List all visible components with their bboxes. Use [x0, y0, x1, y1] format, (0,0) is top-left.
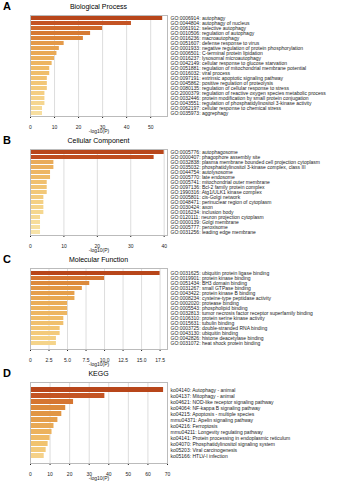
svg-text:GO:1990316: Atg1/ULK1 kinase c: GO:1990316: Atg1/ULK1 kinase complex [170, 189, 262, 196]
svg-text:10: 10 [61, 243, 67, 249]
svg-text:50: 50 [126, 471, 132, 477]
svg-text:GO:0097191: extrinsic apoptoti: GO:0097191: extrinsic apoptotic signalin… [170, 75, 284, 82]
svg-text:GO:0005776: autophagosome: GO:0005776: autophagosome [170, 149, 238, 156]
html-text:Cellular Component: Cellular Component [67, 137, 130, 144]
svg-text:GO:0106310: protein serine kin: GO:0106310: protein serine kinase activi… [170, 315, 265, 322]
svg-text:ko04621: NOD-like receptor sig: ko04621: NOD-like receptor signaling pat… [170, 398, 274, 405]
svg-text:60: 60 [145, 471, 151, 477]
svg-text:GO:0051607: defense response t: GO:0051607: defense response to virus [170, 40, 260, 47]
svg-text:GO:0035973: aggrephagy: GO:0035973: aggrephagy [171, 110, 229, 116]
svg-text:17.5: 17.5 [155, 357, 165, 363]
svg-text:20: 20 [67, 471, 73, 477]
svg-text:GO:0000139: Golgi membrane: GO:0000139: Golgi membrane [170, 219, 239, 226]
svg-text:0: 0 [29, 243, 32, 249]
svg-text:GO:0080135: regulation of cell: GO:0080135: regulation of cellular respo… [170, 85, 289, 92]
svg-text:GO:0005543: phospholipid bindi: GO:0005543: phospholipid binding [170, 305, 248, 312]
svg-text:GO:0031625: ubiquitin protein: GO:0031625: ubiquitin protein ligase bin… [170, 270, 270, 277]
svg-text:0: 0 [29, 357, 32, 363]
svg-text:GO:0043130: ubiquitin binding: GO:0043130: ubiquitin binding [170, 330, 239, 337]
svg-text:10: 10 [47, 471, 53, 477]
svg-text:ko04137: Mitophagy - animal: ko04137: Mitophagy - animal [170, 392, 235, 399]
svg-text:GO:0031267: small GTPase bindi: GO:0031267: small GTPase binding [170, 285, 251, 292]
html-text:Biological Process: Biological Process [69, 3, 128, 10]
svg-text:GO:0097136: Bcl-2 family prote: GO:0097136: Bcl-2 family protein complex [170, 184, 265, 191]
svg-text:GO:0001933: negative regulatio: GO:0001933: negative regulation of prote… [170, 45, 304, 52]
html-text:A: A [3, 0, 11, 12]
svg-text:GO:0044754: autolysosome: GO:0044754: autolysosome [170, 169, 233, 176]
svg-text:-log10(P): -log10(P) [89, 475, 110, 481]
svg-text:GO:0043422: protein kinase B b: GO:0043422: protein kinase B binding [170, 290, 256, 297]
svg-text:GO:0015631: tubulin binding: GO:0015631: tubulin binding [170, 320, 235, 327]
svg-text:10: 10 [52, 124, 58, 130]
svg-text:15.0: 15.0 [137, 357, 147, 363]
svg-text:-log10(P): -log10(P) [89, 361, 110, 367]
html-text:D: D [3, 367, 11, 379]
svg-text:50: 50 [148, 124, 154, 130]
svg-text:0: 0 [29, 124, 32, 130]
svg-text:40: 40 [161, 243, 167, 249]
html-text:C: C [3, 253, 11, 265]
svg-text:GO:0016237: lysosomal microaut: GO:0016237: lysosomal microautophagy [170, 55, 262, 62]
svg-text:ko04140: Autophagy - animal: ko04140: Autophagy - animal [170, 386, 236, 393]
svg-text:30: 30 [128, 243, 134, 249]
svg-text:0: 0 [29, 471, 32, 477]
svg-text:GO:0061912: selective autophag: GO:0061912: selective autophagy [170, 25, 247, 32]
svg-text:ko05203: Viral carcinogenesis: ko05203: Viral carcinogenesis [170, 446, 238, 453]
svg-text:GO:2000379: regulation of reac: GO:2000379: regulation of reactive oxyge… [170, 90, 326, 97]
svg-text:12.5: 12.5 [118, 357, 128, 363]
svg-text:-log10(P): -log10(P) [89, 128, 110, 134]
svg-text:GO:0042826: histone deacetylas: GO:0042826: histone deacetylase binding [170, 335, 264, 342]
svg-text:GO:0051434: BH3 domain binding: GO:0051434: BH3 domain binding [170, 280, 247, 287]
svg-text:GO:0019901: protein kinase bin: GO:0019901: protein kinase binding [170, 275, 251, 282]
svg-text:20: 20 [76, 124, 82, 130]
svg-text:ko04064: NF-kappa B signaling: ko04064: NF-kappa B signaling pathway [170, 404, 261, 411]
svg-text:GO:0016236: macroautophagy: GO:0016236: macroautophagy [170, 35, 240, 42]
svg-text:GO:0048471: perinuclear region: GO:0048471: perinuclear region of cytopl… [170, 199, 272, 206]
svg-text:GO:0043551: regulation of phos: GO:0043551: regulation of phosphatidylin… [170, 100, 312, 107]
svg-text:GO:0044804: autophagy of nucle: GO:0044804: autophagy of nucleus [170, 20, 250, 27]
svg-text:GO:0005801: cis-Golgi network: GO:0005801: cis-Golgi network [170, 194, 241, 201]
svg-text:GO:0010506: regulation of auto: GO:0010506: regulation of autophagy [170, 30, 255, 37]
svg-text:GO:0005770: late endosome: GO:0005770: late endosome [170, 174, 235, 181]
svg-text:GO:0016032: viral process: GO:0016032: viral process [170, 70, 230, 77]
svg-text:ko04216: Ferroptosis: ko04216: Ferroptosis [170, 422, 218, 429]
svg-text:GO:0005741: mitochondrial oute: GO:0005741: mitochondrial outer membrane [170, 179, 270, 186]
svg-text:GO:0120111: neuron projection: GO:0120111: neuron projection cytoplasm [170, 214, 264, 221]
svg-text:GO:0006914: autophagy: GO:0006914: autophagy [170, 15, 226, 22]
svg-text:40: 40 [124, 124, 130, 130]
svg-text:ko04141: Protein processing in: ko04141: Protein processing in endoplasm… [170, 434, 291, 441]
svg-text:GO:0062197: cellular response: GO:0062197: cellular response to chemica… [170, 105, 282, 112]
svg-text:GO:0032446: protein modificati: GO:0032446: protein modification by smal… [170, 95, 309, 102]
svg-text:GO:0002020: protease binding: GO:0002020: protease binding [170, 300, 239, 307]
svg-text:GO:0000407: phagophore assembl: GO:0000407: phagophore assembly site [170, 154, 261, 161]
svg-text:7.5: 7.5 [82, 357, 90, 363]
svg-text:GO:0035032: phosphatidylinosit: GO:0035032: phosphatidylinositol 3-kinas… [170, 164, 306, 171]
svg-text:GO:0032813: tumor necrosis fac: GO:0032813: tumor necrosis factor recept… [170, 310, 313, 317]
html-text:KEGG: KEGG [88, 370, 109, 377]
svg-text:GO:0030424: axon: GO:0030424: axon [170, 204, 213, 211]
svg-text:mmu04211: Longevity regulating: mmu04211: Longevity regulating pathway [170, 428, 263, 435]
html-text:Molecular Function: Molecular Function [68, 256, 129, 263]
svg-text:GO:0016234: inclusion body: GO:0016234: inclusion body [170, 209, 234, 216]
svg-text:GO:0005777: peroxisome: GO:0005777: peroxisome [170, 224, 228, 231]
svg-text:GO:0042149: cellular response: GO:0042149: cellular response to glucose… [170, 60, 287, 67]
html-text:B: B [3, 134, 11, 146]
svg-text:GO:0006501: C-terminal protein: GO:0006501: C-terminal protein lipidatio… [170, 50, 263, 57]
svg-text:ko05166: HTLV-I infection: ko05166: HTLV-I infection [171, 453, 228, 459]
svg-text:ko04215: Apoptosis - multiple: ko04215: Apoptosis - multiple species [170, 410, 255, 417]
svg-text:mmu04371: Apelin signaling pat: mmu04371: Apelin signaling pathway [170, 416, 254, 423]
svg-text:GO:0032838: plasma membrane bo: GO:0032838: plasma membrane bounded cell… [170, 159, 320, 166]
svg-text:-log10(P): -log10(P) [89, 247, 110, 253]
svg-text:GO:0045862: positive regulatio: GO:0045862: positive regulation of prote… [170, 80, 274, 87]
svg-text:5.0: 5.0 [64, 357, 71, 363]
svg-text:2.5: 2.5 [46, 357, 53, 363]
svg-text:GO:0051881: regulation of mito: GO:0051881: regulation of mitochondrial … [170, 65, 307, 72]
svg-text:ko04070: Phosphatidylinositol: ko04070: Phosphatidylinositol signaling … [170, 440, 275, 447]
svg-text:GO:0031072: heat shock protein: GO:0031072: heat shock protein binding [171, 340, 261, 346]
svg-text:GO:0003725: double-stranded RN: GO:0003725: double-stranded RNA binding [170, 325, 268, 332]
svg-text:GO:0008234: cysteine-type pept: GO:0008234: cysteine-type peptidase acti… [170, 295, 272, 302]
svg-text:GO:0031256: leading edge membr: GO:0031256: leading edge membrane [171, 229, 257, 235]
svg-text:70: 70 [165, 471, 171, 477]
